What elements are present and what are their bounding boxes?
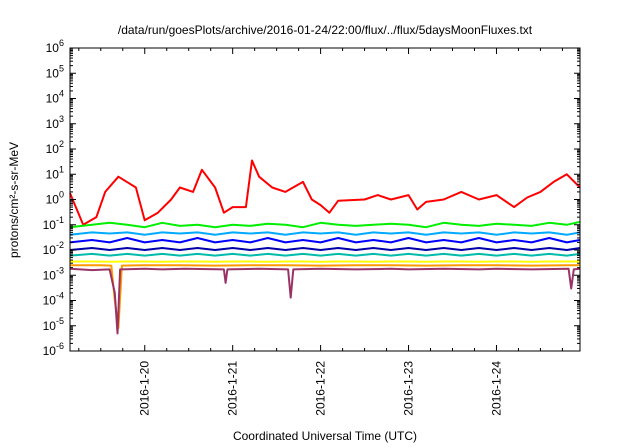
y-tick-label: 101	[46, 164, 64, 181]
x-tick-label: 2016-1-22	[314, 361, 328, 416]
y-tick-label: 102	[46, 139, 64, 156]
y-tick-label: 105	[46, 63, 64, 80]
x-axis-label: Coordinated Universal Time (UTC)	[233, 429, 417, 443]
x-tick-label: 2016-1-23	[402, 361, 416, 416]
y-tick-label: 10-5	[43, 316, 64, 333]
x-axis: 2016-1-20 2016-1-21 2016-1-22 2016-1-23 2016…	[78, 48, 563, 416]
series-line-2	[69, 231, 581, 236]
y-tick-label: 103	[46, 114, 64, 131]
series-line-4	[69, 247, 581, 251]
y-tick-label: 10-3	[43, 265, 64, 282]
y-tick-label: 104	[46, 89, 64, 106]
x-tick-label: 2016-1-20	[138, 361, 152, 416]
series-line-3	[69, 237, 581, 244]
y-axis: 10-6 10-5 10-4 10-3 10-2 10-1 100 101 102 103 104 1…	[43, 38, 580, 358]
x-tick-label: 2016-1-24	[490, 361, 504, 416]
y-tick-label: 10-6	[43, 341, 64, 358]
series-line-1	[69, 220, 581, 229]
series-line-8	[69, 267, 581, 335]
y-tick-label: 106	[46, 38, 64, 55]
y-tick-label: 10-4	[43, 291, 64, 308]
series-line-5	[69, 252, 581, 257]
y-tick-label: 10-1	[43, 215, 64, 232]
series-line-7	[70, 264, 580, 330]
chart-title: /data/run/goesPlots/archive/2016-01-24/2…	[118, 23, 533, 37]
series-line-0	[69, 159, 581, 226]
series-layer	[69, 159, 581, 335]
x-tick-label: 2016-1-21	[226, 361, 240, 416]
y-tick-label: 100	[46, 190, 64, 207]
y-axis-label: protons/cm²-s-sr-MeV	[7, 142, 21, 258]
y-tick-label: 10-2	[43, 240, 64, 257]
